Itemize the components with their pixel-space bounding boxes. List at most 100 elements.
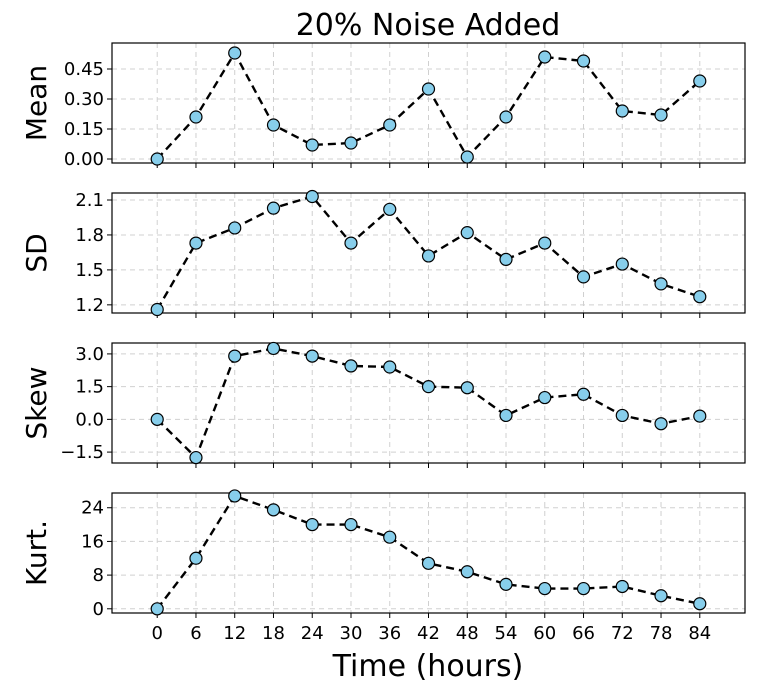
data-point	[305, 517, 319, 532]
y-tick-label: 0.30	[64, 89, 104, 110]
data-point	[150, 412, 164, 426]
data-point	[421, 82, 436, 96]
data-point	[344, 236, 358, 250]
data-point	[538, 581, 552, 596]
data-point	[460, 565, 474, 579]
x-tick-label: 60	[533, 623, 556, 644]
data-point	[460, 381, 474, 395]
data-point	[228, 221, 242, 235]
data-point	[344, 359, 358, 373]
data-point	[615, 579, 629, 594]
subplot-4: 0 8 16 24 0 6 12 18 24 30 36 42 48 54 60 66 72 78 84 Kurt.	[20, 489, 746, 644]
y-tick-label: 0.0	[75, 409, 104, 430]
x-tick-label: 66	[572, 623, 595, 644]
data-point	[228, 46, 242, 60]
data-point	[615, 408, 629, 423]
data-point	[189, 450, 203, 465]
y-tick-label: 16	[81, 531, 104, 552]
y-tick-label: 24	[81, 498, 104, 519]
x-tick-label: 36	[378, 623, 401, 644]
data-point	[150, 302, 164, 317]
data-point	[228, 489, 242, 503]
data-point	[654, 277, 668, 291]
data-point	[654, 108, 668, 122]
data-point	[499, 110, 513, 124]
gridlines	[112, 343, 745, 463]
data-point	[615, 257, 629, 271]
subplot-1: 0.00 0.15 0.30 0.45 Mean	[20, 42, 746, 170]
data-point	[150, 152, 164, 166]
subplots: 0.000.150.300.45Mean1.21.51.82.1SD−1.50.…	[20, 42, 746, 644]
data-point	[693, 290, 707, 304]
data-point	[383, 118, 397, 132]
data-point	[421, 249, 436, 263]
y-tick-label: 1.5	[75, 260, 104, 281]
y-axis-label: Kurt.	[20, 520, 53, 586]
y-tick-label: 1.5	[75, 377, 104, 398]
y-tick-label: 2.1	[75, 190, 104, 211]
data-point	[305, 349, 319, 363]
data-point	[654, 589, 668, 603]
y-tick-label: 0.15	[64, 119, 104, 140]
data-point	[421, 556, 436, 570]
x-axis-label: Time (hours)	[332, 649, 524, 684]
gridlines	[112, 193, 745, 313]
data-point	[654, 417, 668, 431]
x-tick-label: 12	[223, 623, 246, 644]
y-tick-label: 0.00	[64, 149, 104, 170]
data-point	[344, 517, 358, 532]
data-point	[615, 104, 629, 118]
data-point	[499, 408, 513, 423]
x-tick-label: 54	[495, 623, 518, 644]
x-tick-label: 48	[456, 623, 479, 644]
x-tick-label: 72	[611, 623, 634, 644]
data-point	[266, 201, 281, 215]
y-axis-label: Skew	[20, 366, 53, 439]
data-point	[693, 597, 707, 611]
chart-title: 20% Noise Added	[296, 8, 561, 43]
data-point	[150, 602, 164, 616]
data-point	[499, 577, 513, 591]
x-tick-label: 24	[301, 623, 324, 644]
y-tick-label: 1.2	[75, 295, 104, 316]
x-tick-label: 78	[650, 623, 673, 644]
data-point	[383, 202, 397, 216]
y-tick-label: 1.8	[75, 225, 104, 246]
data-point	[189, 110, 203, 124]
data-point	[576, 581, 591, 596]
data-point	[344, 136, 358, 150]
y-tick-label: 0.45	[64, 59, 104, 80]
x-tick-label: 42	[417, 623, 440, 644]
data-point	[460, 226, 474, 240]
data-point	[499, 252, 513, 267]
x-tick-label: 6	[190, 623, 201, 644]
y-tick-label: 0	[93, 599, 104, 620]
x-tick-label: 0	[151, 623, 162, 644]
y-axis-label: SD	[20, 233, 53, 272]
data-point	[693, 409, 707, 423]
data-point	[383, 530, 397, 544]
data-point	[576, 387, 591, 401]
data-point	[693, 74, 707, 88]
gridlines	[112, 43, 745, 163]
data-point	[305, 189, 319, 204]
y-tick-label: 3.0	[75, 344, 104, 365]
data-point	[460, 150, 474, 164]
gridlines	[112, 493, 745, 613]
data-point	[266, 118, 281, 132]
y-tick-label: 8	[93, 565, 104, 586]
data-point	[189, 551, 203, 565]
data-point	[538, 390, 552, 405]
data-point	[421, 380, 436, 394]
subplot-2: 1.2 1.5 1.8 2.1 SD	[20, 189, 746, 318]
data-point	[228, 349, 242, 363]
x-tick-label: 84	[688, 623, 711, 644]
y-axis-label: Mean	[20, 65, 53, 141]
data-point	[266, 503, 281, 517]
data-point	[383, 360, 397, 374]
y-tick-label: −1.5	[60, 442, 104, 463]
data-point	[538, 236, 552, 250]
data-point	[576, 270, 591, 284]
subplot-3: −1.5 0.0 1.5 3.0 Skew	[20, 341, 746, 468]
